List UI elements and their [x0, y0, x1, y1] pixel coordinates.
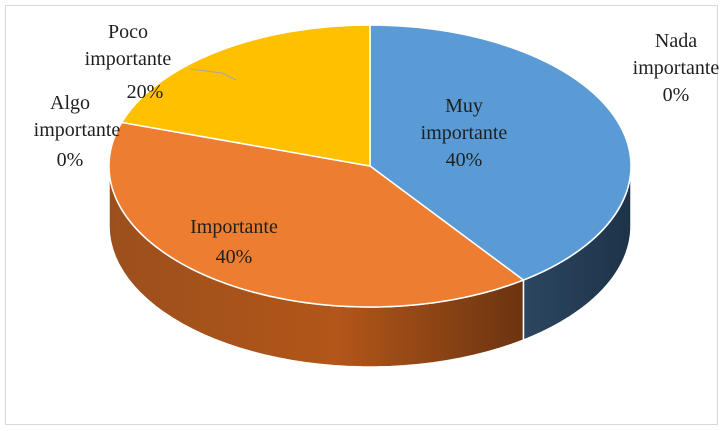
data-label-text: importante	[85, 48, 172, 70]
data-label-value: 0%	[663, 84, 690, 106]
data-label-nada-importante: Nada importante 0%	[633, 30, 720, 106]
data-label-algo-importante: Algo importante 0%	[34, 92, 121, 171]
data-label-value: 0%	[57, 149, 84, 171]
pie-slice-importante	[108, 121, 525, 308]
data-label-text: Poco	[108, 21, 148, 43]
data-label-text: importante	[633, 57, 720, 79]
data-label-text: Algo	[50, 92, 90, 114]
data-label-muy-importante: Muy importante 40%	[421, 95, 508, 171]
data-label-text: importante	[34, 119, 121, 141]
data-label-value: 40%	[446, 149, 483, 171]
data-label-text: Importante	[190, 216, 278, 238]
data-label-text: Muy	[445, 95, 483, 117]
data-label-text: Nada	[655, 30, 697, 52]
data-label-importante: Importante 40%	[190, 216, 278, 268]
pie-slice-poco-importante	[120, 24, 371, 167]
data-label-text: importante	[421, 122, 508, 144]
pie-slice-muy-importante	[369, 24, 632, 281]
data-label-value: 20%	[127, 81, 164, 103]
data-label-poco-importante: Poco importante 20%	[85, 21, 172, 103]
leader-line-poco-importante	[189, 68, 237, 81]
data-label-value: 40%	[216, 246, 253, 268]
